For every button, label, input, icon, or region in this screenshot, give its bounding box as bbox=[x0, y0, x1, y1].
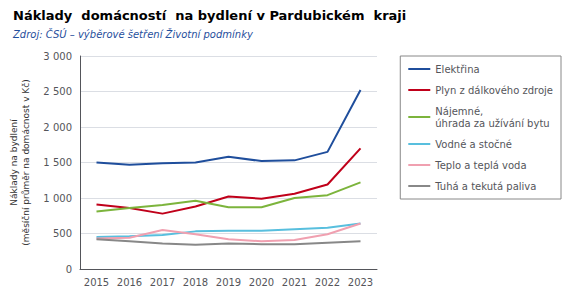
svg-text:Teplo a teplá voda: Teplo a teplá voda bbox=[434, 160, 526, 171]
svg-text:Tuhá a tekutá paliva: Tuhá a tekutá paliva bbox=[434, 181, 536, 192]
svg-text:(měsíční průměr na domácnost v: (měsíční průměr na domácnost v Kč) bbox=[21, 79, 31, 245]
svg-text:2023: 2023 bbox=[348, 277, 373, 288]
svg-text:Vodné a stočné: Vodné a stočné bbox=[435, 139, 512, 150]
svg-text:2016: 2016 bbox=[117, 277, 142, 288]
svg-text:2017: 2017 bbox=[150, 277, 175, 288]
svg-text:2015: 2015 bbox=[84, 277, 109, 288]
svg-text:1 000: 1 000 bbox=[43, 193, 72, 204]
svg-text:1 500: 1 500 bbox=[43, 157, 72, 168]
svg-text:Plyn z dálkového zdroje: Plyn z dálkového zdroje bbox=[435, 85, 553, 96]
svg-text:Elektřina: Elektřina bbox=[435, 64, 479, 75]
svg-text:Náklady domácností na bydlen: Náklady domácností na bydlení v Pardubic… bbox=[13, 8, 406, 23]
svg-text:2 500: 2 500 bbox=[43, 86, 72, 97]
svg-text:2020: 2020 bbox=[249, 277, 274, 288]
svg-text:úhrada za užívání bytu: úhrada za užívání bytu bbox=[435, 118, 549, 129]
svg-text:500: 500 bbox=[53, 228, 72, 239]
svg-text:Nájemné,: Nájemné, bbox=[435, 106, 483, 117]
svg-text:0: 0 bbox=[66, 264, 72, 275]
svg-text:2 000: 2 000 bbox=[43, 122, 72, 133]
svg-text:3 000: 3 000 bbox=[43, 51, 72, 62]
svg-text:Zdroj: ČSÚ – výběrové šetření: Zdroj: ČSÚ – výběrové šetření Životní po… bbox=[12, 28, 254, 40]
svg-text:2021: 2021 bbox=[282, 277, 307, 288]
svg-text:2022: 2022 bbox=[315, 277, 340, 288]
svg-text:2019: 2019 bbox=[216, 277, 241, 288]
svg-text:Náklady na bydlení: Náklady na bydlení bbox=[9, 119, 19, 206]
svg-text:2018: 2018 bbox=[183, 277, 208, 288]
